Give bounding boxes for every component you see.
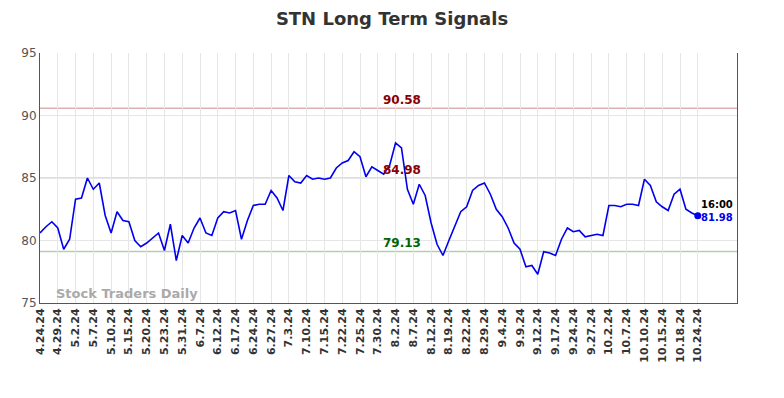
svg-text:6.27.24: 6.27.24 — [265, 308, 278, 355]
svg-text:79.13: 79.13 — [383, 236, 421, 250]
svg-text:81.98: 81.98 — [701, 212, 733, 223]
svg-text:7.25.24: 7.25.24 — [354, 308, 367, 355]
svg-text:5.7.24: 5.7.24 — [87, 308, 100, 347]
svg-text:8.7.24: 8.7.24 — [407, 308, 420, 347]
svg-text:5.23.24: 5.23.24 — [158, 308, 171, 355]
svg-text:10.15.24: 10.15.24 — [656, 308, 669, 363]
svg-text:90: 90 — [21, 109, 36, 123]
svg-text:8.2.24: 8.2.24 — [389, 308, 402, 347]
svg-text:6.7.24: 6.7.24 — [194, 308, 207, 347]
svg-text:7.10.24: 7.10.24 — [300, 308, 313, 355]
svg-text:10.24.24: 10.24.24 — [691, 308, 704, 363]
svg-text:7.30.24: 7.30.24 — [371, 308, 384, 355]
svg-text:5.20.24: 5.20.24 — [140, 308, 153, 355]
svg-text:7.15.24: 7.15.24 — [318, 308, 331, 355]
svg-text:9.27.24: 9.27.24 — [585, 308, 598, 355]
svg-text:5.31.24: 5.31.24 — [176, 308, 189, 355]
svg-text:8.22.24: 8.22.24 — [460, 308, 473, 355]
svg-text:4.24.24: 4.24.24 — [34, 308, 47, 355]
svg-text:8.19.24: 8.19.24 — [442, 308, 455, 355]
svg-text:75: 75 — [21, 296, 36, 310]
svg-text:5.2.24: 5.2.24 — [69, 308, 82, 347]
svg-text:9.4.24: 9.4.24 — [496, 308, 509, 347]
svg-text:7.22.24: 7.22.24 — [336, 308, 349, 355]
svg-text:9.12.24: 9.12.24 — [531, 308, 544, 355]
svg-text:90.58: 90.58 — [383, 93, 421, 107]
svg-text:6.17.24: 6.17.24 — [229, 308, 242, 355]
svg-text:80: 80 — [21, 234, 36, 248]
svg-text:84.98: 84.98 — [383, 163, 421, 177]
svg-text:9.24.24: 9.24.24 — [567, 308, 580, 355]
svg-text:7.3.24: 7.3.24 — [282, 308, 295, 347]
svg-text:8.29.24: 8.29.24 — [478, 308, 491, 355]
svg-text:8.12.24: 8.12.24 — [425, 308, 438, 355]
svg-text:85: 85 — [21, 171, 36, 185]
svg-text:10.18.24: 10.18.24 — [674, 308, 687, 363]
svg-text:10.10.24: 10.10.24 — [638, 308, 651, 363]
svg-text:6.24.24: 6.24.24 — [247, 308, 260, 355]
svg-text:5.10.24: 5.10.24 — [105, 308, 118, 355]
svg-text:10.2.24: 10.2.24 — [602, 308, 615, 355]
svg-text:16:00: 16:00 — [701, 199, 733, 210]
svg-text:STN Long Term Signals: STN Long Term Signals — [276, 8, 508, 29]
svg-text:Stock Traders Daily: Stock Traders Daily — [56, 286, 198, 301]
svg-text:9.17.24: 9.17.24 — [549, 308, 562, 355]
svg-text:5.15.24: 5.15.24 — [122, 308, 135, 355]
svg-text:95: 95 — [21, 46, 36, 60]
svg-text:6.12.24: 6.12.24 — [211, 308, 224, 355]
svg-text:10.7.24: 10.7.24 — [620, 308, 633, 355]
svg-text:4.29.24: 4.29.24 — [51, 308, 64, 355]
svg-text:9.9.24: 9.9.24 — [514, 308, 527, 347]
